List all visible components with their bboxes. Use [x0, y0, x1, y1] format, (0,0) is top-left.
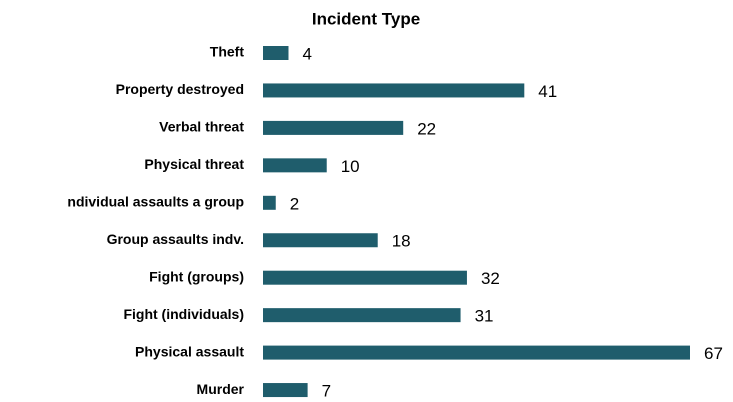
- category-label: Murder: [197, 381, 245, 397]
- category-label: Theft: [210, 44, 245, 60]
- value-label: 4: [302, 44, 311, 63]
- value-label: 7: [322, 382, 331, 401]
- value-label: 67: [704, 344, 723, 363]
- category-label: Physical assault: [135, 343, 244, 359]
- category-label: Property destroyed: [116, 81, 244, 97]
- bar: [263, 383, 308, 398]
- category-label: Physical threat: [144, 156, 244, 172]
- bar: [263, 345, 690, 360]
- value-label: 32: [481, 269, 500, 288]
- bar: [263, 233, 378, 248]
- value-label: 2: [290, 194, 299, 213]
- bar: [263, 83, 525, 98]
- category-label: ndividual assaults a group: [67, 194, 244, 210]
- chart-title: Incident Type: [312, 9, 420, 28]
- category-label: Group assaults indv.: [107, 231, 244, 247]
- bar: [263, 120, 404, 135]
- bar: [263, 308, 461, 323]
- value-label: 41: [538, 82, 557, 101]
- bar: [263, 270, 467, 285]
- value-label: 31: [475, 307, 494, 326]
- category-label: Verbal threat: [159, 119, 244, 135]
- bar: [263, 195, 276, 210]
- bar: [263, 158, 327, 173]
- bar: [263, 46, 289, 60]
- value-label: 10: [341, 157, 360, 176]
- value-label: 22: [417, 119, 436, 138]
- value-label: 18: [392, 232, 411, 251]
- category-label: Fight (individuals): [123, 306, 244, 322]
- category-label: Fight (groups): [149, 268, 244, 284]
